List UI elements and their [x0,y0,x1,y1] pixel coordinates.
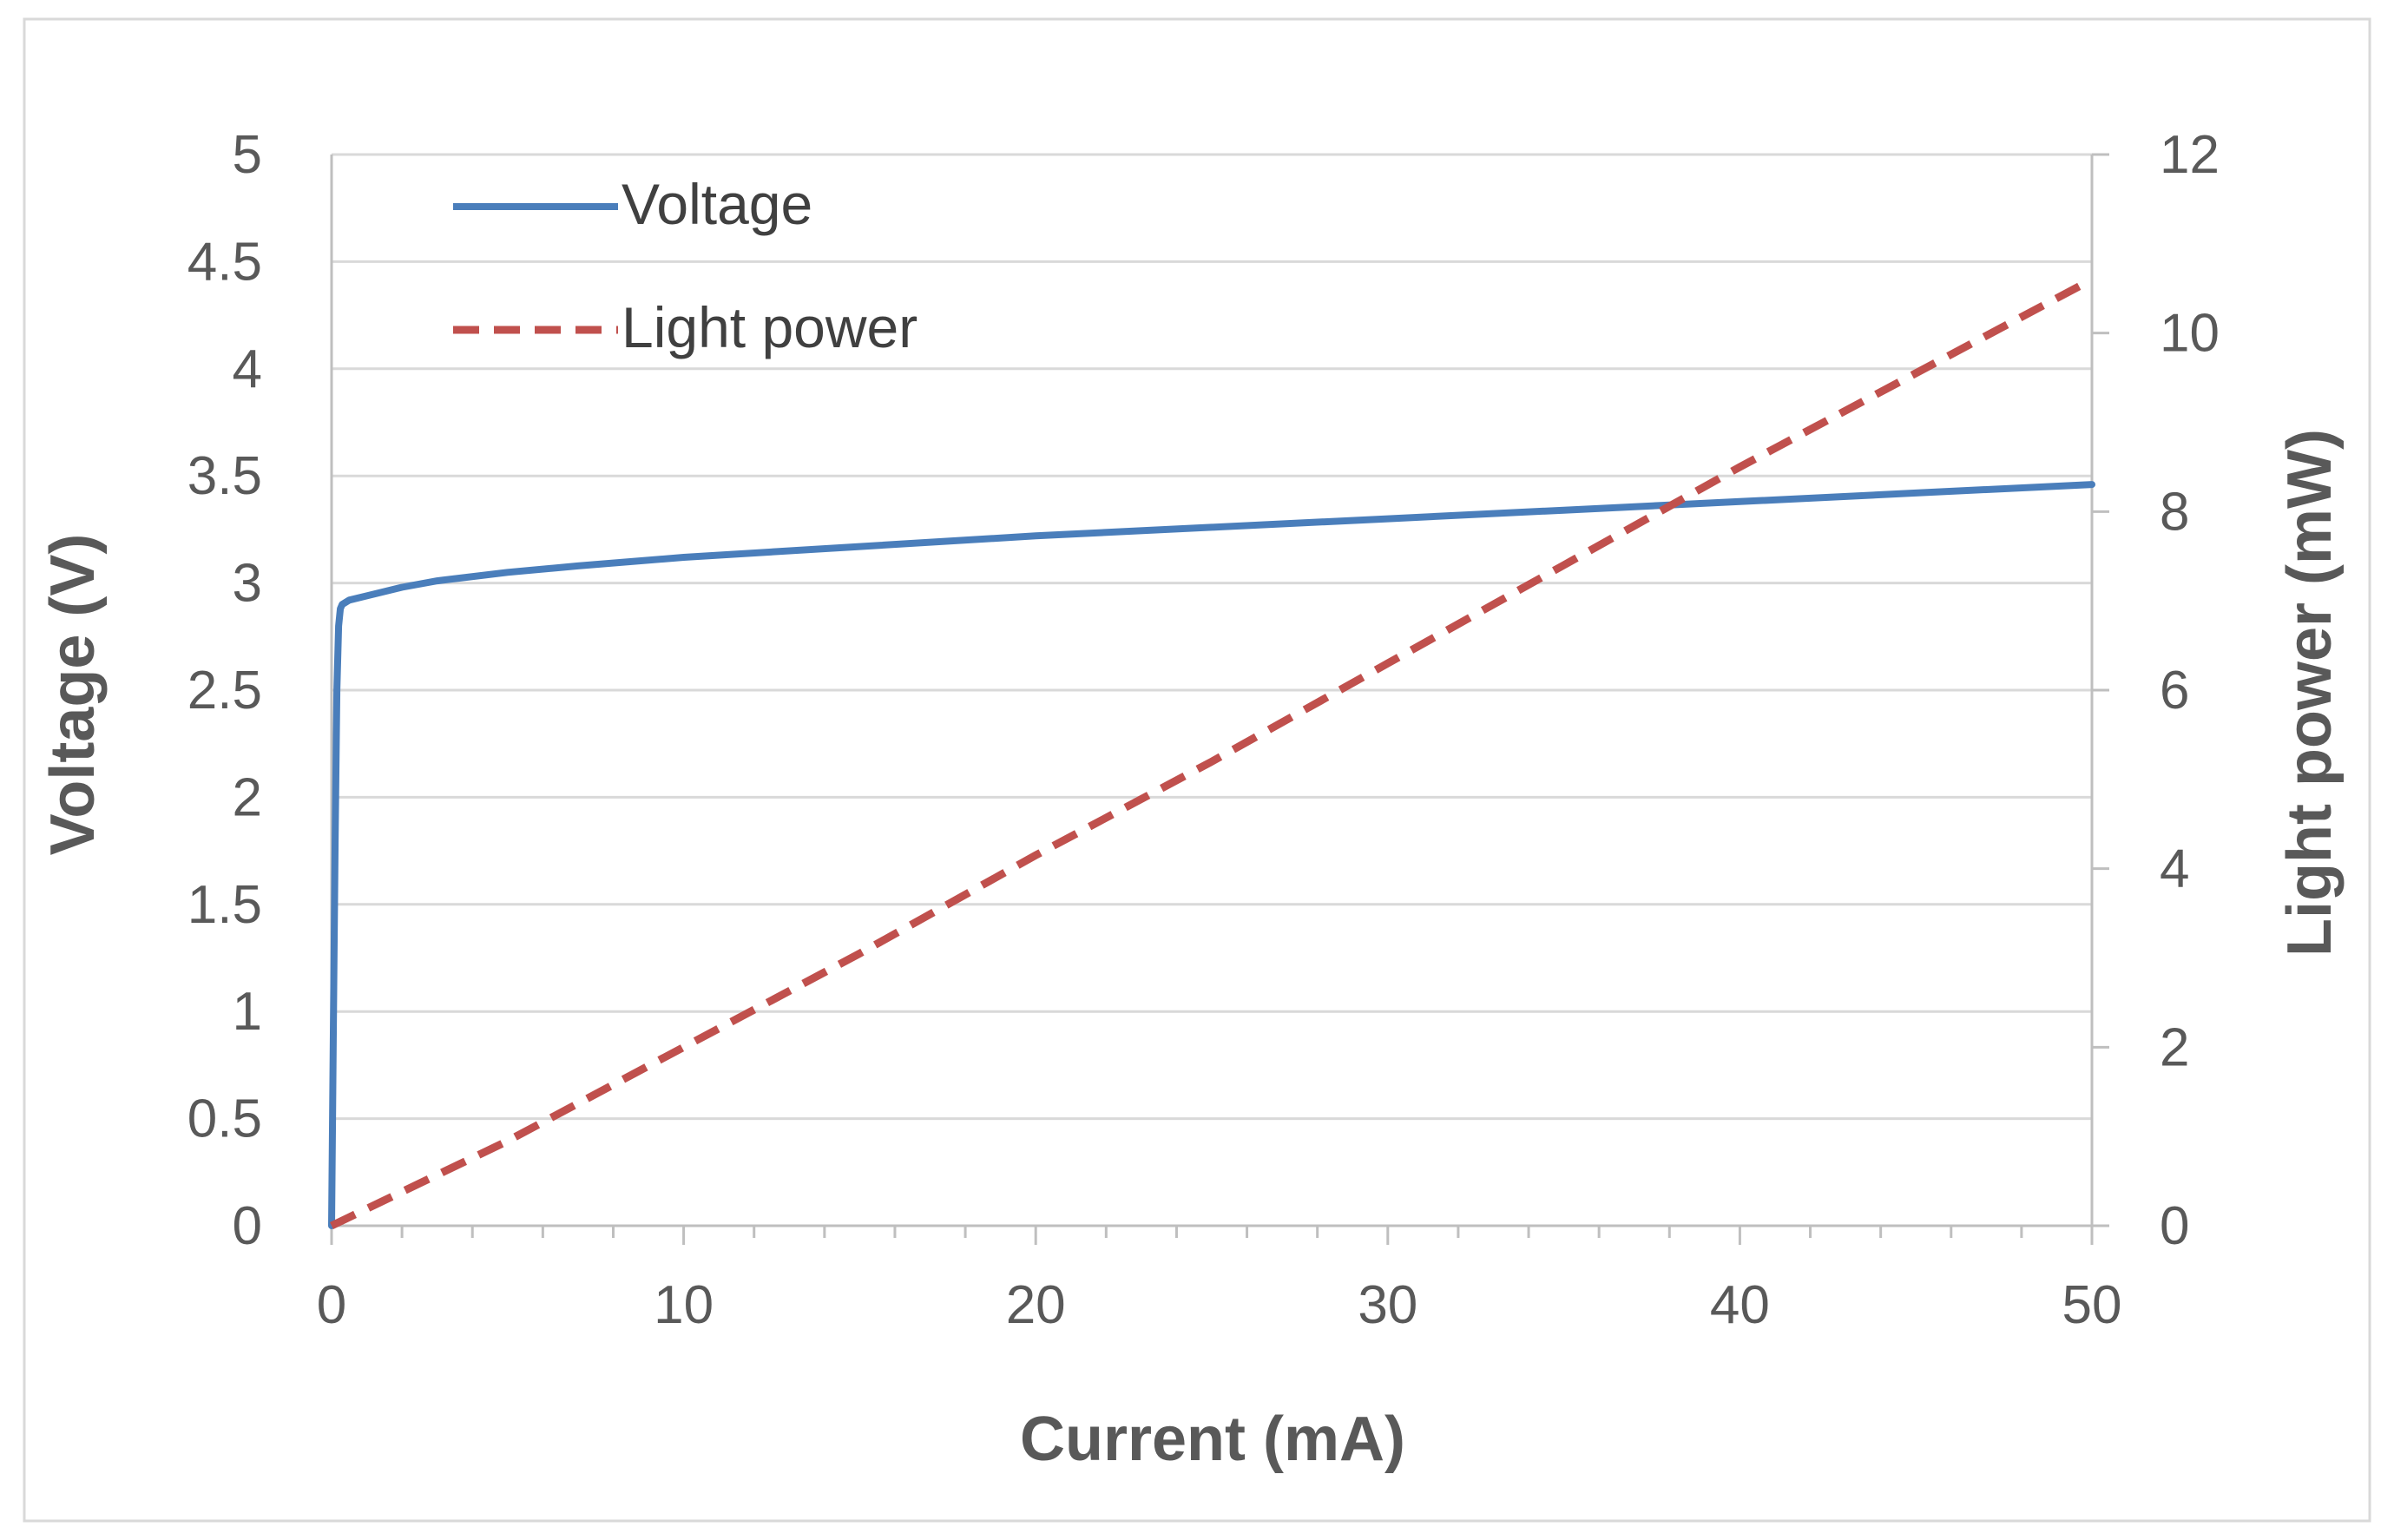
y2-tick-label: 0 [2160,1196,2189,1256]
series [328,276,2095,1230]
y2-tick-label: 12 [2160,125,2220,185]
legend: Voltage Light power [453,172,917,359]
y-tick-label: 1.5 [187,875,262,935]
y-tick-label: 0 [233,1196,262,1256]
x-tick-label: 50 [2062,1275,2122,1335]
chart-border [23,17,2371,1523]
x-tick-label: 10 [654,1275,714,1335]
y-axis-title: Voltage (V) [38,534,108,856]
series-line-light-power [330,276,2095,1230]
x-tick-label: 0 [317,1275,346,1335]
y-tick-label: 3.5 [187,446,262,506]
x-axis-title: Current (mA) [1020,1405,1405,1474]
y-tick-label: 2.5 [187,661,262,721]
y-tick-label: 0.5 [187,1089,262,1149]
y-tick-label: 4.5 [187,232,262,292]
y2-tick-label: 8 [2160,482,2189,542]
x-tick-label: 20 [1006,1275,1066,1335]
y-tick-label: 2 [233,767,262,827]
y2-tick-label: 2 [2160,1017,2189,1077]
series-line-voltage [328,481,2095,1229]
y2-tick-label: 4 [2160,839,2189,899]
y2-tick-label: 6 [2160,661,2189,721]
y2-axis-title: Light power (mW) [2275,429,2345,957]
x-tick-label: 40 [1710,1275,1770,1335]
gridlines [332,153,2092,1121]
y-tick-label: 4 [233,339,262,399]
legend-voltage-label: Voltage [622,172,812,236]
y-tick-label: 3 [233,554,262,614]
y-tick-label: 5 [233,125,262,185]
legend-light-power-label: Light power [622,295,917,359]
y2-tick-label: 10 [2160,304,2220,364]
x-tick-label: 30 [1358,1275,1417,1335]
y-tick-label: 1 [233,982,262,1042]
